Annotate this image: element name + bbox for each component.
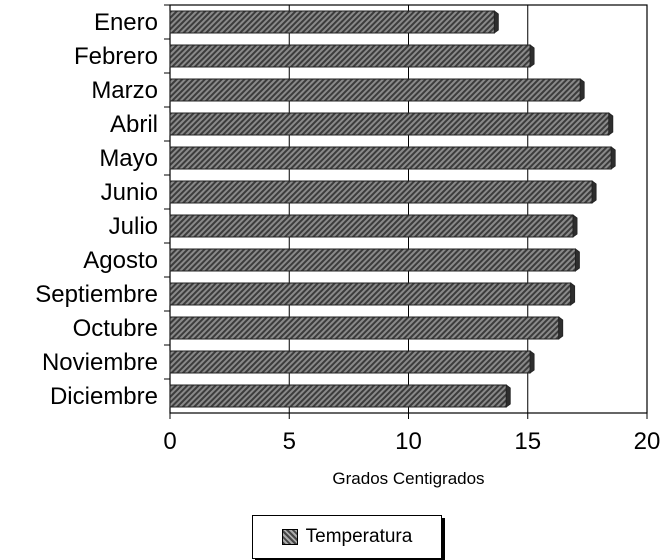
bar-cap <box>558 316 564 340</box>
category-label: Julio <box>109 213 158 240</box>
category-label: Febrero <box>74 43 158 70</box>
category-label: Abril <box>110 111 158 138</box>
legend-swatch <box>281 529 298 545</box>
bar <box>169 78 581 102</box>
bar-cap <box>505 384 511 408</box>
bar <box>169 146 612 170</box>
category-label: Enero <box>94 9 158 36</box>
bar <box>169 282 572 306</box>
bar-cap <box>579 78 585 102</box>
legend-label: Temperatura <box>305 526 413 547</box>
bar <box>169 10 495 34</box>
bar <box>169 44 531 68</box>
category-label: Diciembre <box>50 383 158 410</box>
bar-cap <box>608 112 614 136</box>
bar <box>169 316 560 340</box>
bar-cap <box>572 214 578 238</box>
x-tick-label: 5 <box>283 428 296 455</box>
bar-cap <box>529 44 535 68</box>
bar-cap <box>529 350 535 374</box>
category-label: Junio <box>101 179 158 206</box>
bar-cap <box>575 248 580 272</box>
category-label: Agosto <box>83 247 158 274</box>
bar <box>169 384 507 408</box>
bar-cap <box>610 146 616 170</box>
bar-cap <box>493 10 499 34</box>
bar <box>169 112 610 136</box>
x-axis-title: Grados Centigrados <box>332 469 484 488</box>
x-tick-label: 10 <box>395 428 422 455</box>
bar-cap <box>591 180 597 204</box>
bar <box>169 248 576 272</box>
bar <box>169 180 593 204</box>
bar <box>169 214 574 238</box>
bar <box>169 350 531 374</box>
category-label: Octubre <box>73 315 158 342</box>
legend: Temperatura <box>252 515 442 559</box>
bar-cap <box>570 282 576 306</box>
category-label: Septiembre <box>35 281 158 308</box>
category-label: Mayo <box>99 145 158 172</box>
x-tick-label: 20 <box>634 428 661 455</box>
x-tick-label: 0 <box>163 428 176 455</box>
category-label: Marzo <box>91 77 158 104</box>
category-label: Noviembre <box>42 349 158 376</box>
x-tick-label: 15 <box>514 428 541 455</box>
